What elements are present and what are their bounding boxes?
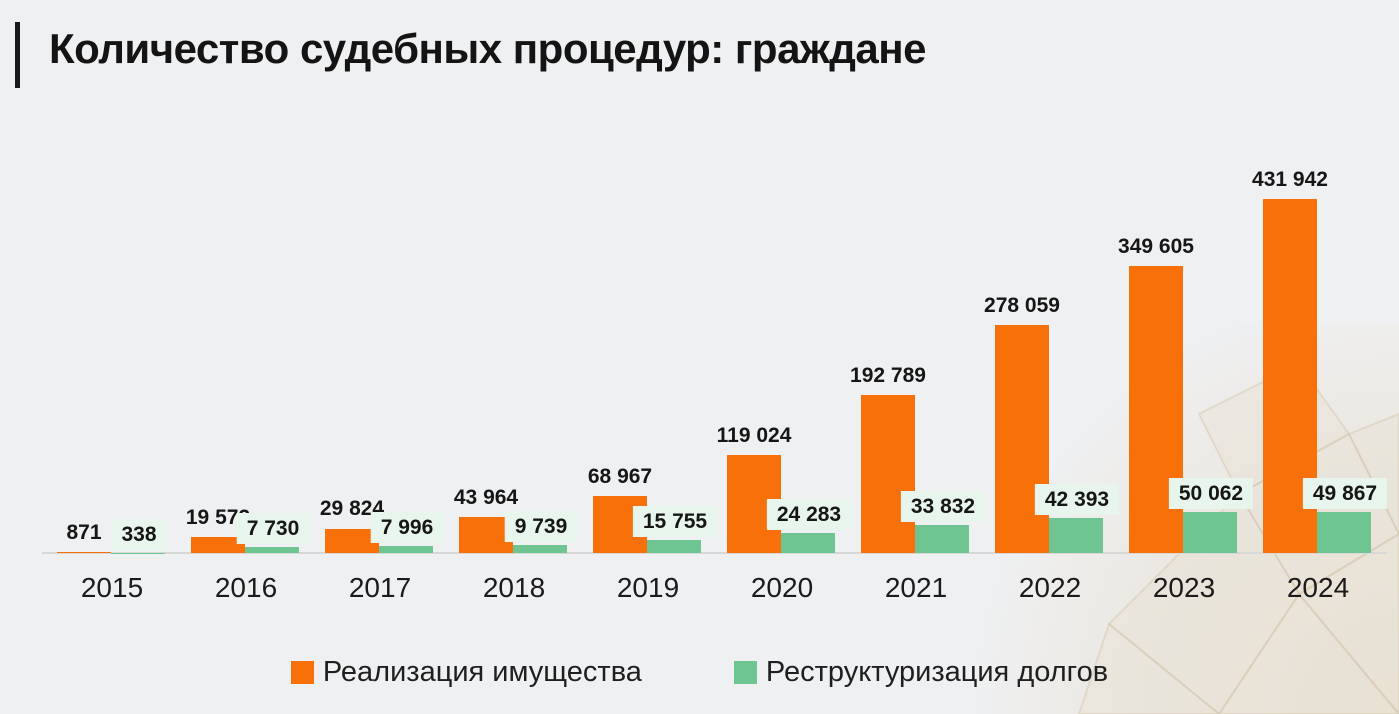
bar-debt-restructuring-2017 xyxy=(379,546,433,553)
value-label-debt-restructuring-2016: 7 730 xyxy=(236,512,310,544)
page-title: Количество судебных процедур: граждане xyxy=(49,25,926,72)
legend-item-debt-restructuring: Реструктуризация долгов xyxy=(733,656,1109,689)
value-label-property-sale-2017: 29 824 xyxy=(319,497,385,521)
bar-debt-restructuring-2020 xyxy=(781,533,835,553)
bar-chart-plot-area: 871 338 19 572 7 730 29 824 7 996 43 964 9 739 6… xyxy=(42,167,1388,554)
x-axis-tick-label-2023: 2023 xyxy=(1152,572,1216,603)
x-axis-tick-label-2015: 2015 xyxy=(80,572,144,603)
value-label-property-sale-2024: 431 942 xyxy=(1252,167,1328,191)
value-label-property-sale-2021: 192 789 xyxy=(850,363,926,387)
value-label-debt-restructuring-2021: 33 832 xyxy=(900,491,986,523)
value-label-debt-restructuring-2020: 24 283 xyxy=(766,499,852,531)
x-axis-tick-label-2019: 2019 xyxy=(616,572,680,603)
value-label-property-sale-2015: 871 xyxy=(66,521,102,545)
value-label-debt-restructuring-2023: 50 062 xyxy=(1168,477,1254,509)
bar-property-sale-2018 xyxy=(459,516,513,553)
x-axis-tick-label-2020: 2020 xyxy=(750,572,814,603)
bar-debt-restructuring-2018 xyxy=(513,545,567,553)
value-label-debt-restructuring-2024: 49 867 xyxy=(1302,478,1388,510)
bar-debt-restructuring-2022 xyxy=(1049,518,1103,553)
bar-debt-restructuring-2016 xyxy=(245,546,299,553)
bar-property-sale-2021 xyxy=(861,395,915,553)
bar-property-sale-2016 xyxy=(191,536,245,553)
x-axis-tick-label-2016: 2016 xyxy=(214,572,278,603)
legend-swatch-green xyxy=(733,661,757,684)
bar-debt-restructuring-2021 xyxy=(915,525,969,553)
x-axis-tick-label-2017: 2017 xyxy=(348,572,412,603)
legend-label-property-sale: Реализация имущества xyxy=(322,656,642,688)
value-label-property-sale-2023: 349 605 xyxy=(1118,235,1194,259)
value-label-property-sale-2019: 68 967 xyxy=(587,465,653,489)
bar-property-sale-2023 xyxy=(1129,266,1183,553)
title-accent-bar xyxy=(15,22,20,88)
legend-swatch-orange xyxy=(290,661,314,684)
bar-debt-restructuring-2019 xyxy=(647,540,701,553)
x-axis-labels: 2015 2016 2017 2018 2019 2020 2021 2022 2023 2024 xyxy=(0,572,1399,608)
x-axis-tick-label-2018: 2018 xyxy=(482,572,546,603)
x-axis-line xyxy=(42,552,1387,554)
value-label-property-sale-2016: 19 572 xyxy=(185,505,251,529)
x-axis-tick-label-2022: 2022 xyxy=(1018,572,1082,603)
x-axis-tick-label-2021: 2021 xyxy=(884,572,948,603)
value-label-debt-restructuring-2015: 338 xyxy=(111,518,167,550)
bar-property-sale-2015 xyxy=(57,552,111,553)
value-label-property-sale-2022: 278 059 xyxy=(984,294,1060,318)
legend-item-property-sale: Реализация имущества xyxy=(290,656,642,689)
bar-debt-restructuring-2023 xyxy=(1183,511,1237,553)
value-label-property-sale-2020: 119 024 xyxy=(716,424,792,448)
value-label-debt-restructuring-2017: 7 996 xyxy=(370,512,444,544)
legend-label-debt-restructuring: Реструктуризация долгов xyxy=(765,656,1109,688)
x-axis-tick-label-2024: 2024 xyxy=(1286,572,1350,603)
value-label-debt-restructuring-2018: 9 739 xyxy=(504,510,578,543)
bar-property-sale-2017 xyxy=(325,528,379,553)
value-label-debt-restructuring-2019: 15 755 xyxy=(632,506,718,538)
chart-legend: Реализация имущества Реструктуризация до… xyxy=(0,656,1399,689)
bar-debt-restructuring-2024 xyxy=(1317,512,1371,553)
bar-property-sale-2022 xyxy=(995,325,1049,553)
value-label-property-sale-2018: 43 964 xyxy=(453,485,519,509)
value-label-debt-restructuring-2022: 42 393 xyxy=(1034,484,1120,516)
